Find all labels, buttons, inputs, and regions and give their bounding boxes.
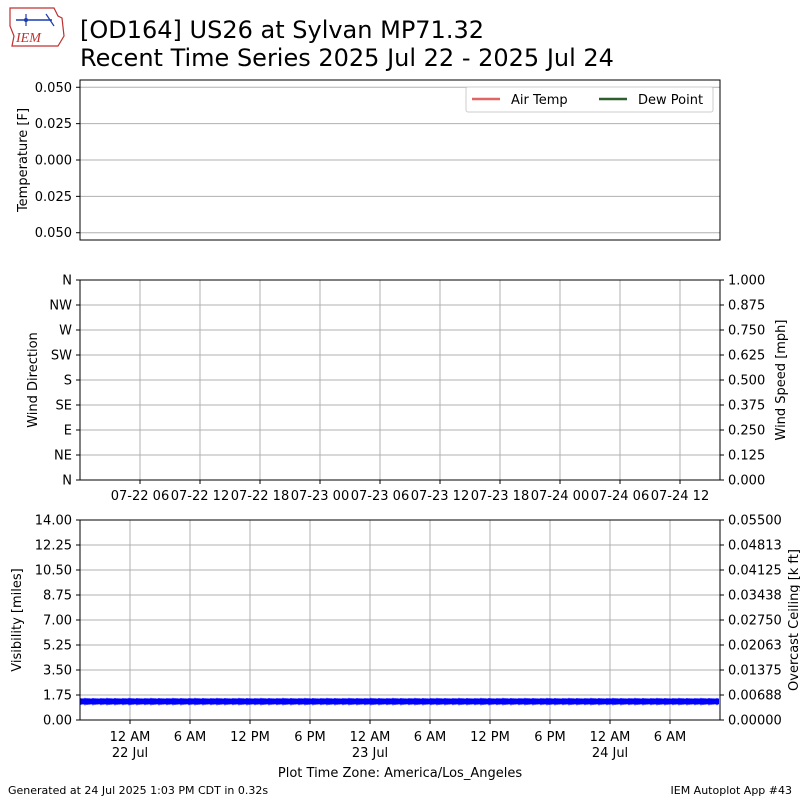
temp-ytick-label: 0.025 [35,190,72,205]
temperature-panel: 0.050 0.025 0.000 0.025 0.050 Temperature [F… [16,79,721,241]
vis-xtick-label: 6 AM [414,730,447,745]
vis-ytick-label: 14.00 [35,514,72,529]
wind-xtick-label: 07-24 12 [651,489,709,504]
wind-speed-tick-label: 0.000 [728,474,765,489]
temperature-y-axis-label: Temperature [F] [16,108,31,213]
wind-speed-tick-label: 0.750 [728,324,765,339]
chart-title: [OD164] US26 at Sylvan MP71.32 [80,16,484,44]
visibility-axis-label: Visibility [miles] [10,568,25,671]
vis-ytick-label: 5.25 [43,639,72,654]
vis-xtick-label: 12 AM [110,730,151,745]
logo-text: IEM [15,31,42,46]
wind-xtick-label: 07-22 18 [231,489,289,504]
wind-ytick-label: W [59,324,72,339]
ceiling-tick-label: 0.01375 [728,664,782,679]
vis-xtick-label: 12 AM [590,730,631,745]
wind-speed-tick-label: 0.375 [728,399,765,414]
wind-ytick-label: N [62,474,72,489]
wind-panel: N NE E SE S SW W NW N 0.000 0.125 0.250 0.375 0.500 0… [26,274,789,505]
wind-speed-axis-label: Wind Speed [mph] [774,320,789,441]
vis-ytick-label: 12.25 [35,539,72,554]
vis-xtick-label: 12 PM [470,730,510,745]
wind-ytick-label: N [62,274,72,289]
vis-xtick-label: 6 AM [654,730,687,745]
chart-subtitle: Recent Time Series 2025 Jul 22 - 2025 Ju… [80,44,614,72]
temp-ytick-label: 0.050 [35,81,72,96]
footer-app-text: IEM Autoplot App #43 [670,784,793,797]
wind-xtick-label: 07-23 06 [351,489,409,504]
legend: Air Temp Dew Point [465,86,714,113]
ceiling-axis-label: Overcast Ceiling [k ft] [787,549,800,691]
wind-speed-tick-label: 0.500 [728,374,765,389]
vis-xtick-label: 6 PM [294,730,325,745]
vis-xtick-date-label: 24 Jul [592,746,628,761]
iem-logo: IEM [9,7,65,47]
temp-ytick-label: 0.025 [35,117,72,132]
ceiling-tick-label: 0.02750 [728,614,782,629]
wind-xtick-label: 07-23 00 [291,489,349,504]
ceiling-tick-label: 0.00000 [728,714,782,729]
vis-ytick-label: 0.00 [43,714,72,729]
wind-speed-tick-label: 0.625 [728,349,765,364]
vis-ytick-label: 1.75 [43,689,72,704]
visibility-panel: 14.0012.2510.508.757.005.253.501.750.00 … [10,514,800,782]
wind-xtick-label: 07-22 06 [111,489,169,504]
ceiling-tick-label: 0.04813 [728,539,782,554]
vis-ytick-label: 8.75 [43,589,72,604]
ceiling-tick-label: 0.02063 [728,639,782,654]
temp-ytick-label: 0.050 [35,226,72,241]
wind-direction-axis-label: Wind Direction [26,332,41,428]
wind-speed-tick-label: 0.125 [728,449,765,464]
wind-ytick-label: NE [54,449,72,464]
vis-ytick-label: 3.50 [43,664,72,679]
vis-xtick-label: 6 AM [174,730,207,745]
temp-ytick-label: 0.000 [35,154,72,169]
ceiling-tick-label: 0.05500 [728,514,782,529]
wind-ytick-label: S [64,374,72,389]
wind-xtick-label: 07-24 06 [591,489,649,504]
legend-air-temp-label: Air Temp [511,93,568,108]
wind-speed-tick-label: 0.250 [728,424,765,439]
vis-xtick-label: 6 PM [534,730,565,745]
wind-xtick-label: 07-23 12 [411,489,469,504]
vis-xtick-label: 12 AM [350,730,391,745]
wind-xtick-label: 07-23 18 [471,489,529,504]
visibility-band [81,698,719,705]
legend-dew-point-label: Dew Point [638,93,703,108]
wind-xtick-label: 07-22 12 [171,489,229,504]
ceiling-tick-label: 0.03438 [728,589,782,604]
vis-xtick-date-label: 23 Jul [352,746,388,761]
vis-xtick-date-label: 22 Jul [112,746,148,761]
visibility-series [80,697,718,706]
ceiling-tick-label: 0.00688 [728,689,782,704]
wind-ytick-label: NW [49,299,72,314]
ceiling-tick-label: 0.04125 [728,564,782,579]
wind-ytick-label: SE [56,399,72,414]
vis-xtick-label: 12 PM [230,730,270,745]
wind-ytick-label: E [64,424,72,439]
footer-generated-text: Generated at 24 Jul 2025 1:03 PM CDT in … [8,784,269,797]
wind-xtick-label: 07-24 00 [531,489,589,504]
wind-ytick-label: SW [51,349,72,364]
vis-ytick-label: 10.50 [35,564,72,579]
wind-speed-tick-label: 1.000 [728,274,765,289]
x-axis-label: Plot Time Zone: America/Los_Angeles [278,766,522,781]
wind-speed-tick-label: 0.875 [728,299,765,314]
vis-ytick-label: 7.00 [43,614,72,629]
